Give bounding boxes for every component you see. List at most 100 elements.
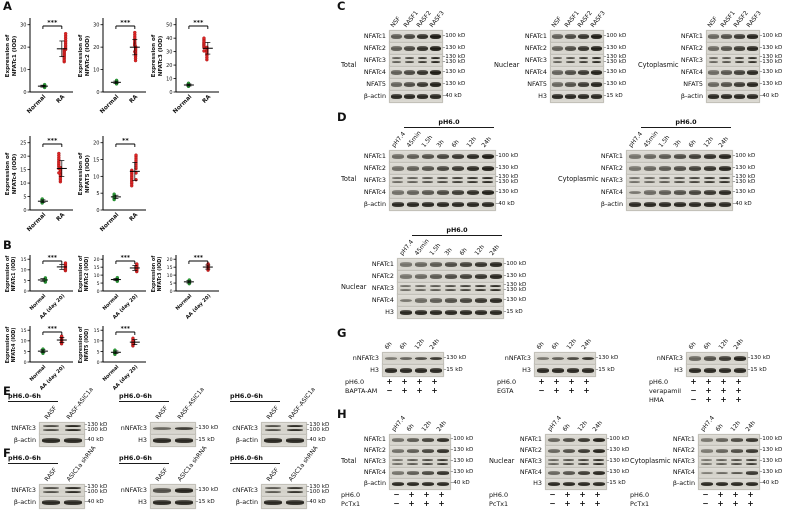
blot-band [474,289,486,292]
blot-band [747,46,758,51]
blot-band [436,190,449,195]
blot-row-label: H3 [533,479,542,487]
blot-strip [397,306,504,319]
blot-band [391,458,403,461]
blot-band [578,94,589,99]
svg-text:RA: RA [202,94,213,105]
blot-band [715,481,728,487]
condition-symbol: + [553,377,560,386]
scatter-A01: 0 10 20 30 Expression of NFATc2 (IOD) Normal RA… [78,18,146,115]
blot-band [286,491,303,494]
condition-symbol: + [553,386,560,395]
svg-text:5: 5 [97,281,100,287]
blot-band [578,70,589,75]
blot-row-label: H3 [538,91,547,100]
blot-band [391,70,402,75]
condition-label: PcTx1 [341,500,361,508]
condition-symbol: + [438,499,445,508]
kd-marker: –130 kD [603,80,627,87]
scatter-plot-b-0-2: 0 5 10 15 20 Expression of NFATc3 (IOD) Normal A… [150,249,223,321]
blot-row-label: cNFATc3 [232,485,258,494]
kd-marker: –130 kD [495,188,519,195]
kd-marker: –130 kD [759,447,783,453]
blot-band [430,56,441,59]
blot-band [421,176,433,179]
blot-band [406,458,418,461]
blot-band [406,202,419,207]
blot-strip [150,484,196,497]
blot-band [703,202,716,207]
blot-band [153,438,171,443]
blot-strip [389,30,443,43]
kd-marker: –130 kD [747,354,771,361]
blot-band [64,438,82,443]
svg-text:15: 15 [21,257,27,263]
blot-row-label: β-actin [363,91,386,100]
condition-label: PcTx1 [630,500,650,508]
condition-label: BAPTA-AM [345,387,378,395]
svg-text:Expression of: Expression of [78,326,84,363]
blot-band [578,45,589,51]
condition-label: verapamil [649,387,682,395]
blot-band [536,368,549,373]
blot-band [421,462,433,465]
blot-band [421,471,434,475]
blot-band [444,274,457,279]
blot-row-label: NFATc2 [519,446,542,454]
svg-text:**: ** [122,137,129,145]
blot-band [436,471,449,475]
blot-band [718,356,731,361]
blot-band [404,69,415,75]
svg-text:40: 40 [166,36,172,42]
fraction-label: Cytoplasmic [638,61,679,69]
blot-band [715,449,728,453]
panel-label-f: F [3,446,11,460]
blot-band [451,202,464,207]
blot-band [734,82,745,87]
blot-strip [706,54,760,67]
blot-band [489,262,502,267]
svg-text:NFATc3 (IOD): NFATc3 (IOD) [157,257,163,292]
kd-marker: –130 kD [306,483,330,490]
lane-label: 24h [580,337,593,351]
blot-row-label: β-actin [672,479,695,487]
scatter-plot-a-0-1: 0 10 20 30 Expression of NFATc2 (IOD) Normal RA… [77,8,150,126]
blot-band [700,471,713,475]
condition-symbol: − [549,490,556,499]
svg-text:***: *** [47,137,58,145]
svg-text:Expression of: Expression of [5,152,11,195]
blot-row-label: NFATc2 [363,446,386,454]
blot-band [64,500,82,505]
svg-text:10: 10 [167,273,173,279]
blot-band [417,45,428,52]
condition-label: EGTA [497,387,514,395]
blot-row-label: NFATc3 [524,55,547,64]
lane-label: ASIC1a shRNA [287,444,320,483]
panel-label-h: H [337,407,347,421]
blot-band [264,491,281,494]
kd-marker: –130 kD [503,272,527,279]
blot-row-label: NFATc3 [371,283,394,292]
blot-band [643,154,656,159]
blot-row-label: NFATc4 [363,67,386,76]
lane-label: 6h [702,340,713,351]
blot-band [577,462,589,465]
blot-band [391,45,402,52]
condition-symbol: + [583,377,590,386]
blot-row-label: NFATc3 [363,457,386,465]
blot-strip [686,364,748,377]
blot-row-label: H3 [674,365,683,374]
kd-marker: –130 kD [84,421,108,428]
blot-band [718,202,731,207]
blot-band [700,458,712,461]
blot-band [565,94,576,99]
condition-symbol: − [690,386,697,395]
blot-band [688,154,701,159]
blot-band [566,356,579,361]
kd-marker: –40 kD [759,92,779,99]
blot-band [562,437,575,443]
condition-symbol: + [583,386,590,395]
blot-band [417,33,428,40]
scatter-A02: 0 10 20 30 40 50 Expression of NFATc3 (IOD) Norm… [151,18,219,115]
